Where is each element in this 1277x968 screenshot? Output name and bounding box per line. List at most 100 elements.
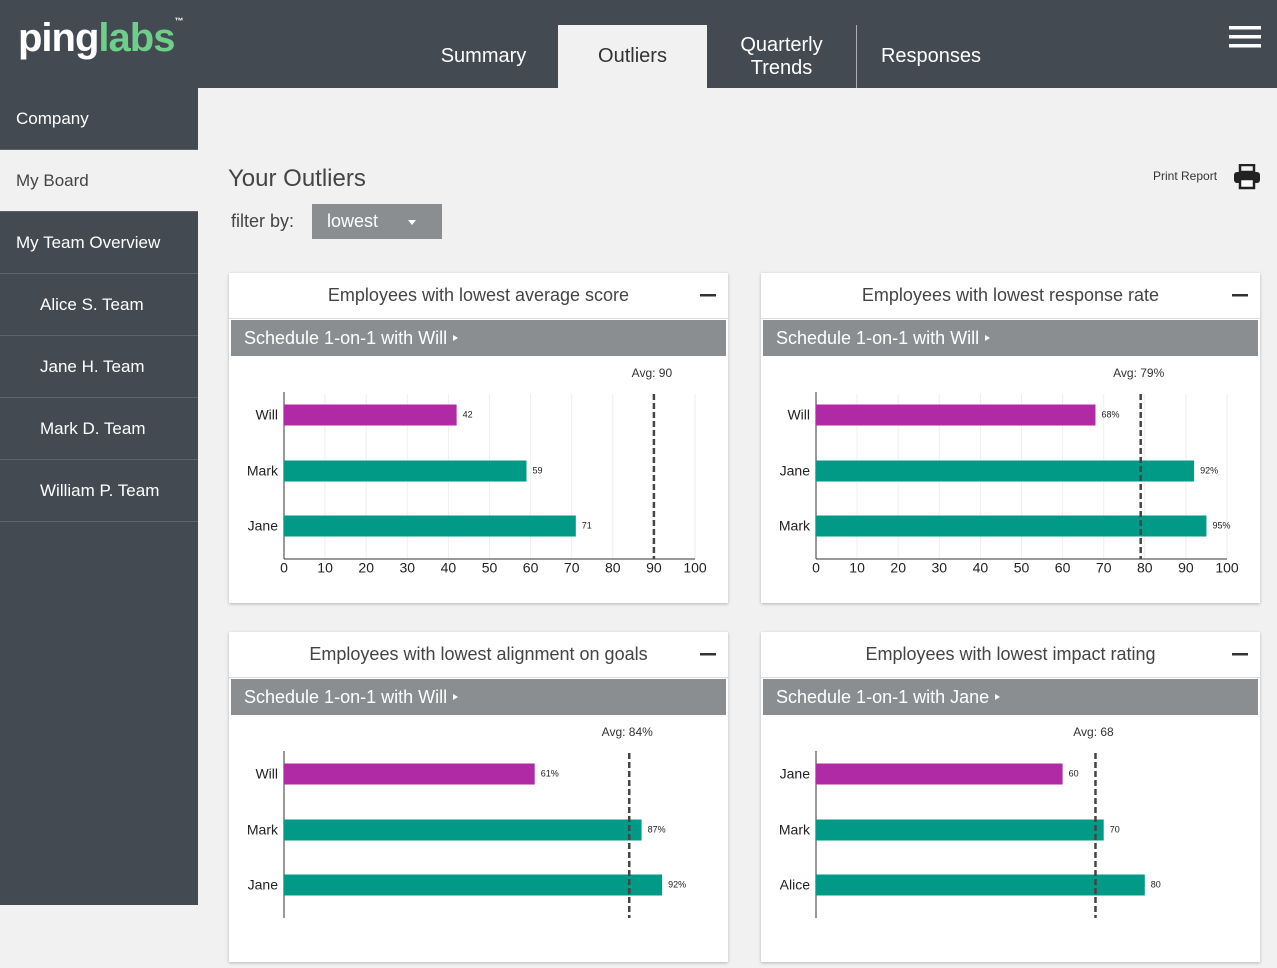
- filter-label: filter by:: [231, 211, 295, 231]
- chart-subtitle[interactable]: Schedule 1-on-1 with Will: [763, 320, 1258, 356]
- nav-tab[interactable]: Outliers: [558, 25, 707, 88]
- collapse-icon[interactable]: [700, 653, 716, 657]
- average-label: Avg: 68: [1073, 725, 1114, 739]
- sidebar-item[interactable]: Company: [0, 88, 198, 150]
- sidebar-team-item[interactable]: Mark D. Team: [0, 398, 198, 460]
- x-tick-label: 30: [400, 560, 416, 576]
- x-tick-label: 40: [973, 560, 989, 576]
- arrow-icon: [453, 335, 459, 341]
- arrow: [995, 694, 1001, 700]
- x-tick-label: 20: [890, 560, 906, 576]
- arrow: [453, 694, 459, 700]
- menu-icon[interactable]: [1229, 26, 1261, 50]
- average-label: Avg: 90: [632, 366, 673, 380]
- logo-tm: ™: [174, 16, 183, 26]
- x-tick-label: 100: [1215, 560, 1239, 576]
- category-label: Will: [255, 407, 278, 423]
- x-tick-label: 60: [1055, 560, 1071, 576]
- chart-header: Employees with lowest average score: [229, 273, 728, 319]
- x-tick-label: 10: [317, 560, 333, 576]
- bar: [816, 460, 1195, 482]
- category-label: Jane: [248, 877, 279, 893]
- category-label: Jane: [248, 518, 279, 534]
- x-tick-label: 100: [683, 560, 707, 576]
- value-label: 60: [1069, 768, 1079, 778]
- bar-chart: Jane 60 Mark 70 Alice 80 Avg: 68: [779, 725, 1161, 918]
- logo-labs: labs: [98, 16, 175, 60]
- collapse-bar: [1232, 294, 1248, 297]
- sidebar-team-item[interactable]: William P. Team: [0, 460, 198, 522]
- x-tick-label: 90: [1178, 560, 1194, 576]
- collapse-icon[interactable]: [1232, 653, 1248, 657]
- subtitle-text: Schedule 1-on-1 with Jane: [776, 686, 990, 707]
- print-report[interactable]: Print Report: [1153, 169, 1218, 183]
- category-label: Jane: [780, 766, 811, 782]
- category-label: Jane: [780, 463, 811, 479]
- bar: [284, 404, 457, 426]
- subtitle-text: Schedule 1-on-1 with Will: [776, 327, 980, 348]
- arrow: [985, 335, 991, 341]
- arrow-icon: [453, 694, 459, 700]
- filter-dropdown[interactable]: lowest: [312, 204, 442, 239]
- arrow-icon: [985, 335, 991, 341]
- sidebar: Company My Board My Team Overview Alice S. …: [0, 88, 198, 905]
- chart-subtitle[interactable]: Schedule 1-on-1 with Will: [231, 320, 726, 356]
- value-label: 92%: [1200, 465, 1218, 475]
- sidebar-team-item[interactable]: Jane H. Team: [0, 336, 198, 398]
- category-label: Mark: [779, 518, 811, 534]
- category-label: Mark: [247, 463, 279, 479]
- logo-ping: ping: [18, 16, 99, 60]
- nav-tab[interactable]: Responses: [856, 25, 1005, 88]
- x-tick-label: 70: [1096, 560, 1112, 576]
- x-tick-label: 20: [358, 560, 374, 576]
- value-label: 71: [582, 520, 592, 530]
- top-bar: pinglabs™ Summary Outliers Quarterly Trend…: [0, 0, 1277, 88]
- subtitle-text: Schedule 1-on-1 with Will: [244, 686, 448, 707]
- collapse-icon[interactable]: [700, 294, 716, 298]
- chart-header: Employees with lowest alignment on goals: [229, 632, 728, 678]
- value-label: 59: [532, 465, 542, 475]
- category-label: Will: [255, 766, 278, 782]
- bar-chart: Will 61% Mark 87% Jane 92% Avg: 84%: [247, 725, 686, 918]
- bar: [816, 819, 1104, 841]
- tabs: Summary Outliers Quarterly Trends Responses: [409, 25, 1005, 88]
- logo[interactable]: pinglabs™: [18, 16, 183, 61]
- nav-tab[interactable]: Quarterly Trends: [740, 33, 823, 79]
- sidebar-item[interactable]: My Board: [0, 150, 198, 212]
- chart-subtitle[interactable]: Schedule 1-on-1 with Will: [231, 679, 726, 715]
- chart-card: Employees with lowest alignment on goals…: [229, 632, 728, 962]
- chart-header: Employees with lowest impact rating: [761, 632, 1260, 678]
- x-tick-label: 10: [849, 560, 865, 576]
- collapse-bar: [700, 653, 716, 656]
- nav-tab[interactable]: Summary: [440, 45, 527, 67]
- sidebar-team-item[interactable]: Alice S. Team: [0, 274, 198, 336]
- bar-chart: 0 10 20 30 40 50 60 70 80 90 100 Will 42 Mark 59 Jane 71…: [247, 366, 707, 576]
- x-tick-label: 0: [280, 560, 288, 576]
- chart-header: Employees with lowest response rate: [761, 273, 1260, 319]
- bar: [284, 763, 535, 785]
- bar: [284, 460, 527, 482]
- chart-card: Employees with lowest response rate Sched…: [761, 273, 1260, 603]
- collapse-bar: [1232, 653, 1248, 656]
- x-tick-label: 70: [564, 560, 580, 576]
- x-tick-label: 0: [812, 560, 820, 576]
- value-label: 92%: [668, 879, 686, 889]
- value-label: 87%: [648, 824, 666, 834]
- collapse-icon[interactable]: [1232, 294, 1248, 298]
- x-tick-label: 60: [523, 560, 539, 576]
- arrow-icon: [995, 694, 1001, 700]
- chart-subtitle[interactable]: Schedule 1-on-1 with Jane: [763, 679, 1258, 715]
- bar: [816, 763, 1063, 785]
- chart-title: Employees with lowest impact rating: [865, 644, 1156, 664]
- bar: [816, 515, 1207, 537]
- category-label: Mark: [779, 822, 811, 838]
- chart-title: Employees with lowest response rate: [861, 285, 1160, 305]
- bar: [284, 874, 663, 896]
- arrow: [453, 335, 459, 341]
- printer-icon[interactable]: [1233, 164, 1261, 190]
- sidebar-item[interactable]: My Team Overview: [0, 212, 198, 274]
- x-tick-label: 50: [482, 560, 498, 576]
- bar-chart: 0 10 20 30 40 50 60 70 80 90 100 Will 68% Jane 92% Mark…: [779, 366, 1239, 576]
- bar: [816, 874, 1145, 896]
